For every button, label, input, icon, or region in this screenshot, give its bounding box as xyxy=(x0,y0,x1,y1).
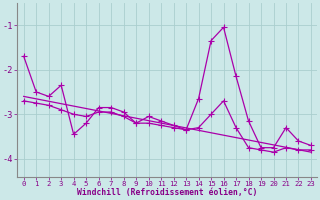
X-axis label: Windchill (Refroidissement éolien,°C): Windchill (Refroidissement éolien,°C) xyxy=(77,188,258,197)
